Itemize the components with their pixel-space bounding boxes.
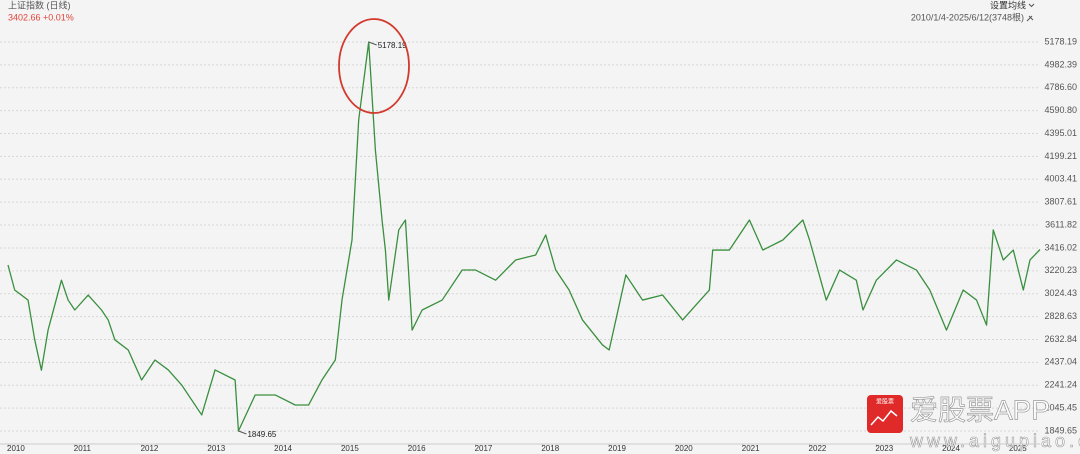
y-tick-label: 2045.45: [1044, 402, 1077, 412]
x-tick-label: 2022: [809, 444, 827, 453]
x-tick-label: 2017: [475, 444, 493, 453]
x-tick-label: 2014: [274, 444, 292, 453]
y-tick-label: 3611.82: [1045, 219, 1077, 229]
y-tick-label: 2632.84: [1044, 334, 1077, 344]
quote: 3402.66 +0.01%: [8, 12, 74, 22]
logo-text: 爱股票: [876, 398, 894, 406]
x-tick-label: 2023: [875, 444, 893, 453]
pin-icon[interactable]: [1026, 15, 1034, 22]
highlight-circle: [338, 18, 410, 114]
x-tick-label: 2018: [541, 444, 559, 453]
x-tick-label: 2020: [675, 444, 693, 453]
y-tick-label: 3220.23: [1044, 265, 1077, 275]
x-tick-label: 2011: [74, 444, 92, 453]
y-tick-label: 2828.63: [1044, 311, 1077, 321]
plot: 1849.65 2045.45 2241.24 2437.04 2632.84 2828.…: [0, 36, 1077, 453]
date-range: 2010/1/4-2025/6/12(3748根): [911, 11, 1024, 22]
y-tick-label: 2437.04: [1044, 357, 1077, 367]
y-tick-label: 4786.60: [1044, 82, 1077, 92]
annotation: 5178.19: [378, 41, 407, 50]
x-tick-label: 2012: [141, 444, 159, 453]
y-tick-label: 3416.02: [1044, 242, 1077, 252]
x-tick-label: 2024: [942, 444, 960, 453]
x-tick-label: 2021: [742, 444, 760, 453]
settings-button[interactable]: 设置均线: [990, 0, 1026, 10]
y-tick-label: 4982.39: [1044, 59, 1077, 69]
chevron: [1028, 3, 1035, 8]
y-tick-label: 4590.80: [1044, 105, 1077, 115]
logo-graph: [870, 409, 898, 426]
y-tick-label: 5178.19: [1044, 36, 1077, 46]
logo-box: [867, 395, 903, 433]
brand: 爱股票APP: [910, 394, 1050, 425]
annotation: 1849.65: [247, 430, 276, 439]
url: www.aigupiao.com: [909, 431, 1080, 451]
x-tick-label: 2013: [207, 444, 225, 453]
x-tick-label: 2019: [608, 444, 626, 453]
x-tick-label: 2025: [1009, 444, 1027, 453]
annotation-leader: [368, 41, 377, 46]
y-tick-label: 4199.21: [1044, 151, 1077, 161]
y-tick-label: 3024.43: [1044, 288, 1077, 298]
y-tick-label: 4003.41: [1044, 174, 1077, 184]
y-tick-label: 4395.01: [1044, 128, 1077, 138]
y-tick-label: 3807.61: [1044, 197, 1077, 207]
annotation-leader: [238, 430, 247, 435]
y-tick-label: 2241.24: [1044, 380, 1077, 390]
index-title: 上证指数 (日线): [8, 0, 71, 10]
x-tick-label: 2016: [408, 444, 426, 453]
x-tick-label: 2015: [341, 444, 359, 453]
x-tick-label: 2010: [7, 444, 25, 453]
price-line: [7, 41, 1041, 432]
y-tick-label: 1849.65: [1044, 425, 1077, 435]
